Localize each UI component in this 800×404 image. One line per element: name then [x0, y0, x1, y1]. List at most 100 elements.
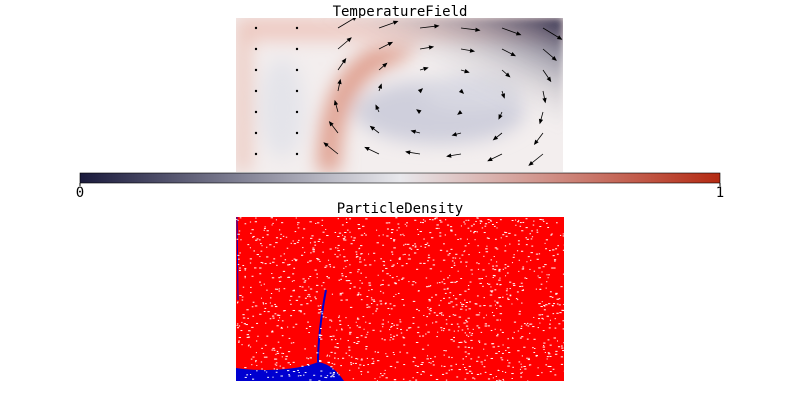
speckle — [343, 256, 346, 258]
speckle — [541, 271, 543, 273]
speckle — [504, 267, 507, 269]
speckle — [270, 331, 274, 333]
speckle — [298, 239, 300, 241]
speckle — [383, 373, 386, 375]
speckle — [481, 278, 483, 280]
speckle — [374, 378, 376, 380]
speckle — [452, 306, 455, 308]
speckle — [292, 240, 294, 242]
speckle — [366, 333, 368, 335]
speckle — [468, 365, 471, 367]
speckle — [484, 225, 487, 227]
speckle — [350, 243, 353, 245]
speckle — [457, 326, 460, 328]
speckle — [470, 334, 473, 336]
speckle — [506, 359, 509, 361]
speckle — [349, 272, 352, 274]
speckle — [276, 325, 279, 327]
speckle — [422, 335, 425, 337]
speckle — [269, 318, 272, 320]
speckle — [538, 314, 541, 316]
speckle — [343, 239, 345, 241]
speckle — [485, 248, 488, 250]
speckle — [429, 219, 431, 221]
speckle — [278, 288, 280, 290]
speckle — [517, 240, 520, 242]
speckle — [282, 367, 285, 369]
speckle — [314, 244, 317, 246]
speckle — [326, 375, 329, 377]
speckle — [241, 344, 243, 346]
speckle — [276, 350, 279, 352]
speckle — [421, 348, 425, 350]
speckle — [244, 275, 246, 277]
speckle — [414, 246, 417, 248]
speckle — [513, 284, 516, 286]
speckle — [266, 234, 269, 236]
speckle — [409, 327, 412, 329]
speckle — [526, 238, 529, 240]
arrow-head — [328, 121, 334, 127]
speckle — [271, 315, 275, 317]
speckle — [352, 378, 355, 380]
speckle — [303, 228, 306, 230]
speckle — [496, 261, 498, 263]
speckle — [302, 247, 304, 249]
speckle — [375, 308, 379, 310]
speckle — [292, 290, 295, 292]
speckle — [317, 240, 320, 242]
speckle — [256, 238, 259, 240]
speckle — [371, 358, 374, 360]
speckle — [460, 261, 462, 263]
speckle — [435, 217, 438, 219]
speckle — [291, 259, 293, 261]
speckle — [360, 359, 363, 361]
speckle — [281, 320, 284, 322]
speckle — [506, 288, 508, 290]
speckle — [468, 254, 470, 256]
arrow-dot — [295, 110, 299, 114]
speckle — [483, 348, 485, 350]
speckle — [341, 329, 343, 331]
speckle — [521, 230, 524, 232]
speckle — [360, 253, 362, 255]
speckle — [309, 288, 313, 290]
speckle — [246, 334, 250, 336]
speckle — [529, 332, 531, 334]
speckle — [512, 256, 515, 258]
speckle — [445, 350, 447, 352]
speckle — [426, 242, 429, 244]
speckle — [370, 297, 373, 299]
speckle — [436, 282, 438, 284]
speckle — [320, 338, 323, 340]
speckle — [367, 364, 369, 366]
speckle — [310, 252, 312, 254]
speckle — [354, 362, 357, 364]
speckle — [301, 365, 304, 367]
speckle — [377, 274, 379, 276]
speckle — [374, 260, 376, 262]
speckle — [483, 305, 486, 307]
speckle — [498, 379, 500, 381]
speckle — [368, 282, 371, 284]
speckle — [249, 247, 251, 249]
arrow-head — [416, 109, 422, 114]
speckle — [518, 310, 521, 312]
speckle — [291, 280, 293, 282]
speckle — [547, 226, 550, 228]
speckle — [345, 299, 349, 301]
speckle — [317, 312, 321, 314]
speckle — [496, 335, 499, 337]
speckle — [493, 256, 495, 258]
speckle — [322, 282, 325, 284]
speckle — [484, 223, 488, 225]
speckle — [521, 355, 523, 357]
speckle — [394, 379, 396, 381]
speckle — [445, 323, 448, 325]
speckle — [345, 266, 347, 268]
speckle — [238, 269, 241, 271]
speckle — [275, 358, 278, 360]
speckle — [238, 341, 240, 343]
speckle — [350, 364, 353, 366]
speckle — [422, 219, 425, 221]
